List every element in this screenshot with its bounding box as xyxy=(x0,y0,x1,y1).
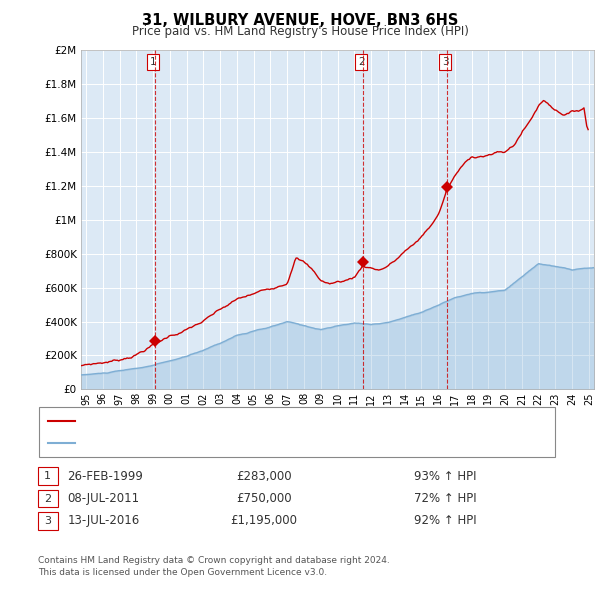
Text: 26-FEB-1999: 26-FEB-1999 xyxy=(67,470,143,483)
Text: 3: 3 xyxy=(442,57,449,67)
Text: 2: 2 xyxy=(358,57,365,67)
Text: HPI: Average price, detached house, Brighton and Hove: HPI: Average price, detached house, Brig… xyxy=(78,438,368,448)
Text: 13-JUL-2016: 13-JUL-2016 xyxy=(67,514,139,527)
Text: 72% ↑ HPI: 72% ↑ HPI xyxy=(414,492,476,505)
Text: 31, WILBURY AVENUE, HOVE, BN3 6HS (detached house): 31, WILBURY AVENUE, HOVE, BN3 6HS (detac… xyxy=(78,416,373,426)
Text: £1,195,000: £1,195,000 xyxy=(230,514,298,527)
Text: £283,000: £283,000 xyxy=(236,470,292,483)
Text: 31, WILBURY AVENUE, HOVE, BN3 6HS: 31, WILBURY AVENUE, HOVE, BN3 6HS xyxy=(142,13,458,28)
Text: 08-JUL-2011: 08-JUL-2011 xyxy=(67,492,139,505)
Text: 92% ↑ HPI: 92% ↑ HPI xyxy=(414,514,476,527)
Text: This data is licensed under the Open Government Licence v3.0.: This data is licensed under the Open Gov… xyxy=(38,568,327,576)
Text: 3: 3 xyxy=(44,516,51,526)
Text: 1: 1 xyxy=(150,57,157,67)
Text: Contains HM Land Registry data © Crown copyright and database right 2024.: Contains HM Land Registry data © Crown c… xyxy=(38,556,389,565)
Text: 1: 1 xyxy=(44,471,51,481)
Text: 93% ↑ HPI: 93% ↑ HPI xyxy=(414,470,476,483)
Text: £750,000: £750,000 xyxy=(236,492,292,505)
Text: 2: 2 xyxy=(44,494,51,503)
Text: Price paid vs. HM Land Registry's House Price Index (HPI): Price paid vs. HM Land Registry's House … xyxy=(131,25,469,38)
